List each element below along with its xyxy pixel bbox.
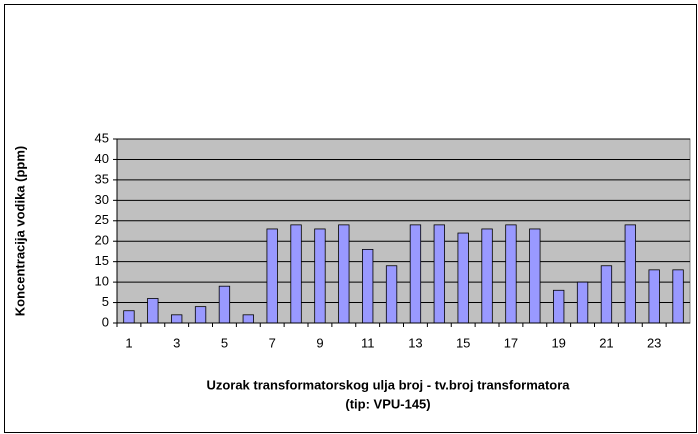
x-tick-label: 23 [647, 335, 661, 350]
x-tick-label: 15 [456, 335, 470, 350]
bar [314, 228, 326, 324]
x-tick-label: 17 [504, 335, 518, 350]
bar [242, 314, 254, 324]
y-tick-label: 30 [95, 192, 109, 207]
bar [338, 224, 350, 324]
y-tick-label: 40 [95, 151, 109, 166]
bar [290, 224, 302, 324]
bar [171, 314, 183, 324]
bar [648, 269, 660, 324]
x-tick-label: 11 [361, 335, 375, 350]
bar [505, 224, 517, 324]
x-tick-label: 1 [125, 335, 132, 350]
bar [385, 265, 398, 324]
bar [409, 224, 422, 324]
bar [194, 306, 207, 324]
bar [529, 228, 541, 324]
y-tick-label: 35 [95, 171, 109, 186]
x-tick-label: 5 [221, 335, 228, 350]
x-tick-label: 21 [599, 335, 613, 350]
bar [433, 224, 445, 324]
x-tick-label: 7 [269, 335, 276, 350]
bar [123, 310, 135, 324]
y-tick-label: 10 [95, 274, 109, 289]
x-tick-label: 3 [173, 335, 180, 350]
plot-area [116, 138, 691, 324]
y-tick-label: 15 [95, 253, 109, 268]
bar [362, 248, 374, 324]
bar [576, 281, 589, 324]
bar [624, 224, 636, 324]
y-tick-label: 5 [102, 294, 109, 309]
bar [218, 285, 231, 324]
y-tick-label: 20 [95, 233, 109, 248]
y-axis-label: Koncentracija vodika (ppm) [12, 146, 27, 316]
bar [481, 228, 493, 324]
y-tick-label: 25 [95, 212, 109, 227]
bar [266, 228, 278, 324]
y-tick-label: 45 [95, 130, 109, 145]
bar [553, 289, 565, 324]
x-axis-label: Uzorak transformatorskog ulja broj - tv.… [206, 377, 570, 392]
bar [600, 265, 613, 324]
x-tick-label: 13 [408, 335, 422, 350]
bar [672, 269, 684, 324]
y-tick-label: 0 [102, 314, 109, 329]
x-tick-label: 19 [551, 335, 565, 350]
x-tick-label: 9 [316, 335, 323, 350]
bar [457, 232, 469, 324]
bar [147, 298, 159, 324]
x-axis-label: (tip: VPU-145) [345, 396, 430, 411]
